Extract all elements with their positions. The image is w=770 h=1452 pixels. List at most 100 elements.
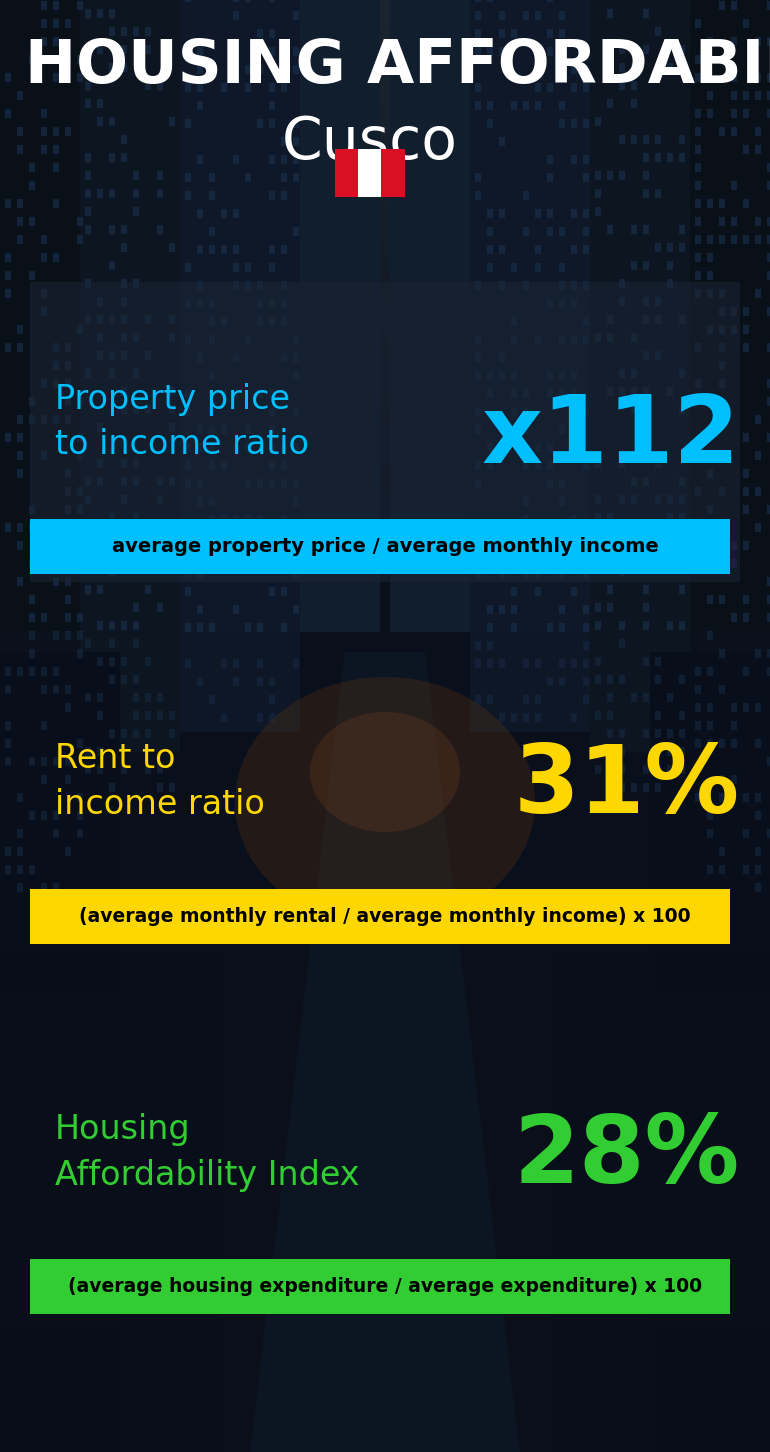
Bar bbox=[53, 199, 59, 208]
Bar bbox=[667, 152, 673, 163]
Bar bbox=[719, 216, 725, 227]
Bar bbox=[65, 379, 71, 388]
Text: average property price / average monthly income: average property price / average monthly… bbox=[112, 537, 658, 556]
Bar bbox=[731, 109, 737, 118]
Bar bbox=[133, 603, 139, 611]
Bar bbox=[245, 0, 251, 1]
Bar bbox=[257, 299, 263, 308]
Bar bbox=[30, 1259, 730, 1314]
Bar bbox=[731, 613, 737, 621]
Bar bbox=[97, 459, 103, 468]
Bar bbox=[121, 729, 127, 738]
Bar bbox=[257, 65, 263, 74]
Bar bbox=[535, 443, 541, 452]
Bar bbox=[109, 315, 115, 324]
Bar bbox=[5, 865, 11, 874]
Bar bbox=[707, 739, 713, 748]
Bar bbox=[41, 883, 47, 892]
Bar bbox=[77, 505, 83, 514]
Bar bbox=[679, 675, 685, 684]
Bar bbox=[487, 696, 493, 704]
Bar bbox=[41, 523, 47, 531]
Bar bbox=[233, 533, 239, 542]
Bar bbox=[197, 245, 203, 254]
Bar bbox=[619, 62, 625, 73]
Bar bbox=[475, 46, 481, 57]
Bar bbox=[695, 253, 701, 261]
Bar bbox=[5, 756, 11, 767]
Bar bbox=[209, 65, 215, 74]
Bar bbox=[707, 235, 713, 244]
Bar bbox=[209, 299, 215, 308]
Bar bbox=[487, 659, 493, 668]
Bar bbox=[619, 279, 625, 287]
Bar bbox=[511, 425, 517, 434]
Bar bbox=[695, 722, 701, 730]
Bar bbox=[547, 533, 553, 542]
Bar bbox=[743, 19, 749, 28]
Bar bbox=[619, 495, 625, 504]
Bar bbox=[169, 478, 175, 486]
Bar bbox=[695, 379, 701, 388]
Bar bbox=[499, 245, 505, 254]
Bar bbox=[631, 135, 637, 144]
Bar bbox=[281, 282, 287, 290]
Bar bbox=[145, 531, 151, 540]
Bar bbox=[755, 703, 761, 711]
Bar bbox=[767, 595, 770, 604]
Bar bbox=[53, 19, 59, 28]
Bar bbox=[595, 459, 601, 468]
Bar bbox=[679, 369, 685, 378]
Bar bbox=[85, 152, 91, 163]
Bar bbox=[590, 0, 690, 802]
Bar bbox=[5, 523, 11, 531]
Bar bbox=[53, 163, 59, 171]
Bar bbox=[145, 405, 151, 414]
Bar bbox=[97, 531, 103, 540]
Bar bbox=[667, 62, 673, 73]
Bar bbox=[197, 425, 203, 434]
Bar bbox=[121, 333, 127, 343]
Bar bbox=[731, 306, 737, 317]
Bar bbox=[77, 325, 83, 334]
Bar bbox=[707, 91, 713, 100]
Bar bbox=[743, 199, 749, 208]
Bar bbox=[731, 126, 737, 136]
Bar bbox=[719, 685, 725, 694]
Bar bbox=[121, 315, 127, 324]
Bar bbox=[731, 36, 737, 46]
Bar bbox=[121, 28, 127, 36]
Bar bbox=[679, 711, 685, 720]
Bar bbox=[643, 9, 649, 17]
Bar bbox=[257, 515, 263, 524]
Bar bbox=[511, 29, 517, 38]
Bar bbox=[17, 542, 23, 550]
Bar bbox=[631, 81, 637, 90]
Bar bbox=[5, 722, 11, 730]
Bar bbox=[731, 703, 737, 711]
Bar bbox=[475, 29, 481, 38]
Bar bbox=[185, 460, 191, 470]
Bar bbox=[535, 533, 541, 542]
Bar bbox=[121, 656, 127, 666]
Bar bbox=[695, 793, 701, 802]
Bar bbox=[631, 225, 637, 234]
Bar bbox=[197, 282, 203, 290]
Bar bbox=[559, 372, 565, 380]
Bar bbox=[487, 605, 493, 614]
Bar bbox=[559, 605, 565, 614]
Bar bbox=[221, 83, 227, 91]
Bar bbox=[523, 696, 529, 704]
Bar bbox=[169, 783, 175, 791]
Bar bbox=[475, 479, 481, 488]
Bar bbox=[269, 155, 275, 164]
Bar bbox=[109, 9, 115, 17]
Bar bbox=[41, 452, 47, 460]
Bar bbox=[767, 163, 770, 171]
Bar bbox=[53, 883, 59, 892]
Bar bbox=[41, 775, 47, 784]
Bar bbox=[29, 505, 35, 514]
Bar bbox=[755, 523, 761, 531]
Bar bbox=[145, 711, 151, 720]
Bar bbox=[755, 793, 761, 802]
